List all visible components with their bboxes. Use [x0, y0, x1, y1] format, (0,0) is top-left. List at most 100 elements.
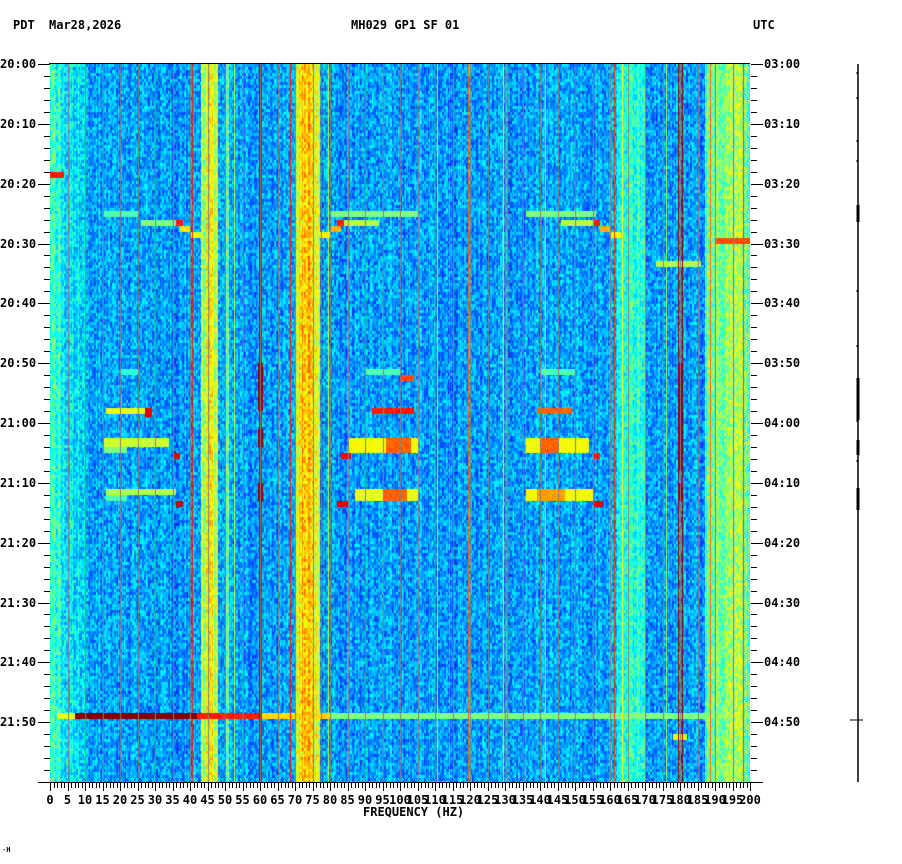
x-tick [187, 782, 188, 788]
x-tick [463, 782, 464, 788]
y-tick-label-left: 20:40 [0, 296, 37, 310]
x-tick [565, 782, 566, 788]
x-tick [673, 782, 674, 788]
x-tick-label: 110 [424, 793, 446, 807]
x-tick [659, 782, 660, 788]
y-tick-left [38, 64, 50, 65]
x-tick [152, 782, 153, 788]
x-tick [666, 782, 667, 788]
x-tick [99, 782, 100, 788]
y-tick-left [44, 698, 50, 699]
y-tick-left [44, 674, 50, 675]
x-tick [85, 782, 86, 791]
x-tick [236, 782, 237, 788]
x-tick [358, 782, 359, 788]
x-tick [106, 782, 107, 788]
x-tick [250, 782, 251, 788]
x-tick [670, 782, 671, 788]
y-tick-right [751, 746, 757, 747]
x-tick-label: 35 [165, 793, 180, 807]
y-tick-left [44, 327, 50, 328]
x-tick [663, 782, 664, 791]
x-tick [313, 782, 314, 791]
y-tick-right [751, 112, 757, 113]
x-tick [642, 782, 643, 788]
x-tick [677, 782, 678, 788]
x-tick [484, 782, 485, 788]
x-tick [138, 782, 139, 791]
x-tick [411, 782, 412, 788]
y-tick-right [751, 291, 757, 292]
x-tick [355, 782, 356, 788]
x-tick-label: 190 [704, 793, 726, 807]
x-tick [383, 782, 384, 791]
y-tick-right [751, 124, 763, 125]
x-tick [257, 782, 258, 788]
x-tick [554, 782, 555, 788]
x-tick [204, 782, 205, 788]
x-tick [540, 782, 541, 791]
x-tick [285, 782, 286, 788]
x-tick-label: 170 [634, 793, 656, 807]
x-tick [183, 782, 184, 788]
x-tick [176, 782, 177, 788]
x-tick [533, 782, 534, 788]
y-tick-right [751, 614, 757, 615]
y-tick-left [44, 459, 50, 460]
x-tick [82, 782, 83, 788]
y-tick-label-right: 03:30 [764, 237, 801, 251]
x-tick [575, 782, 576, 791]
y-tick-left [38, 184, 50, 185]
x-tick-label: 0 [46, 793, 54, 807]
x-tick [516, 782, 517, 788]
x-tick [708, 782, 709, 788]
x-tick [103, 782, 104, 791]
x-tick [579, 782, 580, 788]
x-tick [425, 782, 426, 788]
x-tick-label: 90 [357, 793, 373, 807]
x-tick-label: 185 [686, 793, 709, 807]
x-tick [418, 782, 419, 791]
x-tick-label: 45 [200, 793, 215, 807]
x-tick [694, 782, 695, 788]
x-tick [68, 782, 69, 791]
x-tick [267, 782, 268, 788]
y-tick-right [751, 232, 757, 233]
y-tick-right [751, 244, 763, 245]
y-tick-label-left: 20:00 [0, 57, 37, 71]
x-tick [159, 782, 160, 788]
y-tick-left [38, 722, 50, 723]
spectrogram-canvas [50, 64, 750, 782]
x-tick [544, 782, 545, 788]
x-tick-label: 125 [476, 793, 499, 807]
x-tick [481, 782, 482, 788]
y-tick-right [751, 411, 757, 412]
x-tick [323, 782, 324, 788]
x-tick [127, 782, 128, 788]
x-tick [211, 782, 212, 788]
y-tick-left [44, 758, 50, 759]
y-tick-right [751, 220, 757, 221]
x-tick [71, 782, 72, 788]
y-tick-right [751, 64, 763, 65]
x-tick [635, 782, 636, 788]
x-tick [110, 782, 111, 788]
x-tick [330, 782, 331, 791]
x-tick-label: 100 [389, 793, 411, 807]
x-tick [722, 782, 723, 788]
x-tick-label: 175 [651, 793, 674, 807]
x-tick [145, 782, 146, 788]
x-tick [239, 782, 240, 788]
x-tick-label: 115 [441, 793, 464, 807]
y-tick-left [44, 172, 50, 173]
y-tick-right [751, 279, 757, 280]
x-tick [92, 782, 93, 788]
x-tick [124, 782, 125, 788]
y-tick-right [751, 160, 757, 161]
x-tick-label: 10 [77, 793, 93, 807]
x-tick [288, 782, 289, 788]
x-tick [369, 782, 370, 788]
y-tick-left [44, 100, 50, 101]
x-tick [295, 782, 296, 791]
x-tick [96, 782, 97, 788]
